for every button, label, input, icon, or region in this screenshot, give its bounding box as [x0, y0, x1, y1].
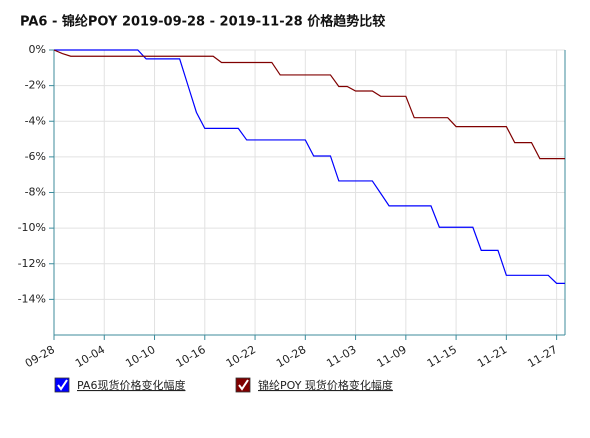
line-series: [53, 49, 565, 160]
y-tick-label: -10%: [18, 221, 46, 234]
legend-label[interactable]: 锦纶POY 现货价格变化幅度: [258, 378, 393, 392]
x-tick-label: 10-04: [73, 343, 107, 370]
x-tick-label: 11-27: [525, 343, 559, 370]
x-tick-label: 11-21: [475, 343, 509, 370]
y-tick-label: 0%: [29, 43, 46, 56]
y-tick-label: -6%: [25, 150, 46, 163]
legend-item[interactable]: PA6现货价格变化幅度: [54, 377, 185, 393]
check-mark: [57, 379, 68, 391]
legend-label[interactable]: PA6现货价格变化幅度: [77, 378, 185, 392]
x-tick-label: 11-09: [375, 343, 409, 370]
y-tick-label: -14%: [18, 292, 46, 305]
line-series: [54, 49, 565, 284]
x-tick-label: 10-10: [123, 343, 157, 370]
y-tick-label: -4%: [25, 114, 46, 127]
y-tick-label: -12%: [18, 257, 46, 270]
y-tick-label: -2%: [25, 79, 46, 92]
check-mark: [238, 379, 249, 391]
x-tick-label: 11-03: [324, 343, 358, 370]
x-tick-label: 10-28: [274, 343, 308, 370]
x-tick-label: 10-22: [224, 343, 258, 370]
x-tick-label: 11-15: [425, 343, 459, 370]
x-tick-label: 10-16: [174, 343, 208, 370]
x-tick-label: 09-28: [23, 343, 57, 370]
legend-item[interactable]: 锦纶POY 现货价格变化幅度: [235, 377, 393, 393]
chart-title: PA6 - 锦纶POY 2019-09-28 - 2019-11-28 价格趋势…: [20, 14, 385, 30]
y-tick-label: -8%: [25, 186, 46, 199]
